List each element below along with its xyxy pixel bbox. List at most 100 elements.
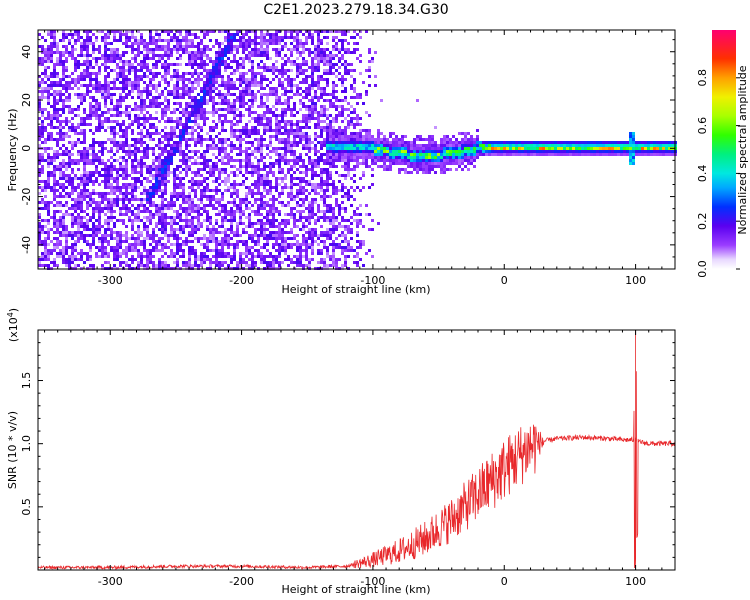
heatmap-cell [83,174,86,177]
heatmap-cell [317,219,320,222]
heatmap-cell [317,36,320,39]
heatmap-cell [59,216,62,219]
heatmap-cell [101,84,104,87]
heatmap-cell [296,126,299,129]
heatmap-cell [122,129,125,132]
heatmap-cell [113,87,116,90]
heatmap-cell [134,141,137,144]
heatmap-cell [131,204,134,207]
heatmap-cell [179,231,182,234]
heatmap-cell [47,132,50,135]
heatmap-cell [239,240,242,243]
heatmap-cell [89,72,92,75]
heatmap-cell [161,237,164,240]
heatmap-cell [191,162,194,165]
heatmap-cell [308,261,311,264]
heatmap-cell [284,156,287,159]
heatmap-cell [296,84,299,87]
heatmap-cell [203,111,206,114]
heatmap-cell [197,255,200,258]
heatmap-cell [266,66,269,69]
heatmap-cell [299,183,302,186]
heatmap-cell [95,141,98,144]
heatmap-cell [248,234,251,237]
heatmap-cell [218,147,221,150]
heatmap-cell [302,234,305,237]
heatmap-cell [77,237,80,240]
heatmap-cell [278,243,281,246]
heatmap-cell [212,249,215,252]
heatmap-cell [245,135,248,138]
heatmap-cell [227,177,230,180]
heatmap-cell [107,81,110,84]
heatmap-cell [98,210,101,213]
heatmap-cell [68,153,71,156]
heatmap-cell [92,66,95,69]
heatmap-cell [59,177,62,180]
heatmap-cell [137,63,140,66]
heatmap-cell [56,108,59,111]
heatmap-cell [134,48,137,51]
heatmap-cell [290,150,293,153]
heatmap-cell [290,180,293,183]
heatmap-cell [83,45,86,48]
heatmap-cell [218,255,221,258]
heatmap-cell [293,45,296,48]
heatmap-cell [269,138,272,141]
heatmap-cell [95,204,98,207]
heatmap-cell [311,210,314,213]
heatmap-cell [299,204,302,207]
heatmap-cell [263,195,266,198]
heatmap-cell [299,51,302,54]
heatmap-cell [83,168,86,171]
heatmap-cell [74,249,77,252]
heatmap-cell [167,165,170,168]
heatmap-cell [179,33,182,36]
heatmap-cell [281,204,284,207]
heatmap-cell [212,171,215,174]
heatmap-cell [77,30,80,33]
heatmap-cell [245,204,248,207]
heatmap-cell [329,171,332,174]
heatmap-cell [188,201,191,204]
heatmap-cell [263,165,266,168]
heatmap-cell [209,249,212,252]
heatmap-cell [332,120,335,123]
heatmap-cell [227,84,230,87]
heatmap-cell [74,240,77,243]
heatmap-cell [275,249,278,252]
heatmap-cell [71,117,74,120]
heatmap-cell [122,159,125,162]
heatmap-cell [278,228,281,231]
heatmap-cell [137,150,140,153]
heatmap-cell [152,123,155,126]
heatmap-cell [89,102,92,105]
heatmap-cell [308,138,311,141]
heatmap-cell [269,162,272,165]
heatmap-cell [245,33,248,36]
heatmap-cell [242,261,245,264]
heatmap-cell [227,240,230,243]
heatmap-cell [290,129,293,132]
heatmap-cell [182,123,185,126]
heatmap-cell [56,42,59,45]
heatmap-cell [224,234,227,237]
heatmap-cell [107,183,110,186]
heatmap-cell [221,141,224,144]
heatmap-cell [176,240,179,243]
heatmap-cell [188,78,191,81]
heatmap-cell [89,66,92,69]
heatmap-cell [266,255,269,258]
heatmap-cell [164,120,167,123]
heatmap-cell [203,54,206,57]
heatmap-cell [143,186,146,189]
heatmap-cell [320,90,323,93]
heatmap-cell [140,210,143,213]
heatmap-cell [194,255,197,258]
heatmap-cell [329,222,332,225]
heatmap-cell [254,249,257,252]
heatmap-cell [80,195,83,198]
heatmap-cell [74,129,77,132]
heatmap-cell [248,42,251,45]
